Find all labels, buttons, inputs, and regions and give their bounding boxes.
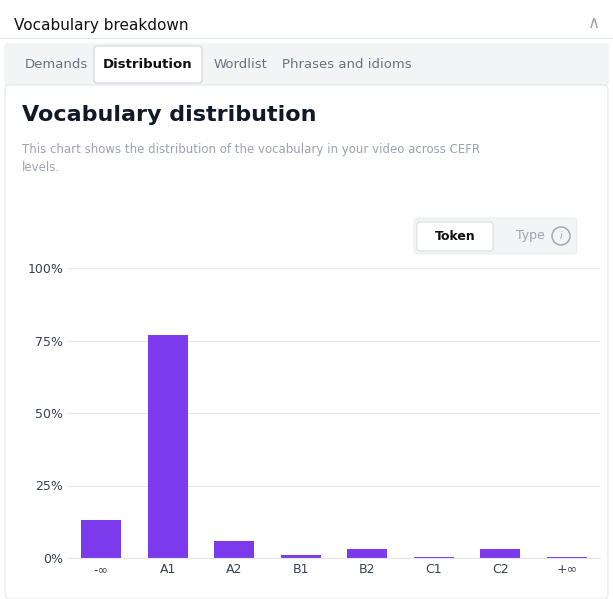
Text: Vocabulary breakdown: Vocabulary breakdown	[14, 18, 189, 33]
Text: Demands: Demands	[25, 58, 88, 71]
Text: Distribution: Distribution	[103, 58, 193, 71]
Text: Vocabulary distribution: Vocabulary distribution	[22, 105, 316, 125]
FancyBboxPatch shape	[417, 222, 493, 251]
Bar	[82, 521, 121, 558]
Text: ∧: ∧	[588, 14, 600, 32]
FancyBboxPatch shape	[5, 85, 608, 599]
Bar	[215, 541, 254, 558]
Text: Phrases and idioms: Phrases and idioms	[282, 58, 411, 71]
Bar	[481, 549, 520, 558]
FancyBboxPatch shape	[414, 218, 577, 254]
Text: Type: Type	[516, 229, 544, 243]
Text: This chart shows the distribution of the vocabulary in your video across CEFR
le: This chart shows the distribution of the…	[22, 143, 480, 174]
Text: Token: Token	[435, 229, 475, 243]
FancyBboxPatch shape	[4, 43, 609, 87]
Bar	[148, 335, 188, 558]
Bar	[348, 549, 387, 558]
Bar	[281, 555, 321, 558]
Bar	[547, 556, 587, 558]
Text: i: i	[560, 231, 562, 241]
Text: Wordlist: Wordlist	[213, 58, 267, 71]
FancyBboxPatch shape	[94, 46, 202, 83]
Bar	[414, 556, 454, 558]
